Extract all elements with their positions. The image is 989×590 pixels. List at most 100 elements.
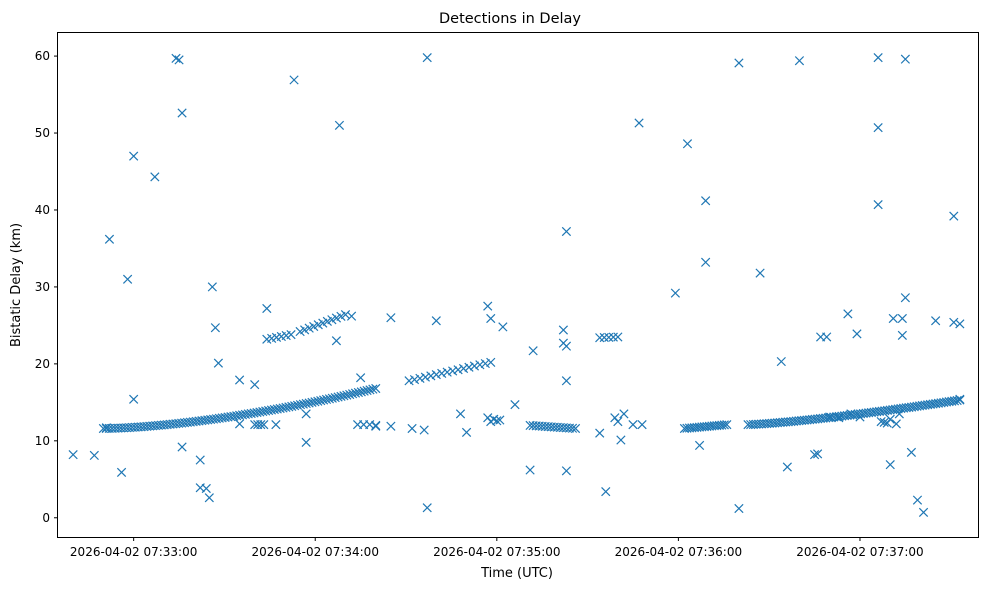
detection-point (104, 234, 115, 244)
y-tick-label: 10 (35, 434, 50, 448)
track-point (486, 357, 496, 367)
detection-point (455, 409, 466, 419)
detection-point (386, 313, 396, 323)
track-point (442, 367, 452, 377)
detection-point (628, 420, 638, 430)
detection-point (122, 274, 133, 284)
detection-point (177, 108, 187, 118)
track-point (475, 360, 485, 370)
track-point (321, 394, 332, 405)
detection-point (843, 309, 853, 319)
detection-point (694, 440, 705, 451)
detection-point (873, 199, 883, 210)
detection-point (331, 336, 342, 346)
track-point (292, 400, 303, 410)
detection-point (601, 486, 611, 497)
detection-point (101, 423, 112, 433)
detection-point (301, 409, 311, 419)
detection-point (834, 413, 844, 423)
track-point (336, 391, 346, 401)
y-tick-label: 20 (35, 357, 50, 371)
track-point (570, 423, 581, 434)
track-point (350, 388, 361, 398)
track-point (409, 374, 420, 385)
track-point (301, 398, 311, 409)
track-point (330, 392, 340, 403)
detection-point (616, 435, 626, 445)
detection-point (289, 75, 299, 85)
detection-point (879, 417, 889, 427)
detection-point (897, 330, 907, 341)
track-point (599, 332, 609, 343)
track-point (719, 420, 729, 430)
track-point (340, 310, 351, 320)
detection-point (528, 346, 538, 356)
detection-point (356, 373, 366, 383)
detection-point (846, 409, 856, 419)
detection-point (271, 420, 281, 430)
detection-point (558, 325, 569, 335)
detection-point (873, 52, 883, 63)
detection-point (301, 437, 311, 447)
detection-point (195, 455, 205, 465)
track-point (310, 397, 320, 407)
track-point (952, 395, 962, 406)
y-axis-label: Bistatic Delay (km) (9, 223, 24, 347)
detection-point (955, 319, 965, 329)
detection-point (419, 425, 429, 435)
detection-point (334, 120, 345, 130)
track-point (437, 368, 447, 379)
detection-point (262, 303, 272, 314)
detection-point (794, 56, 805, 66)
detection-point (701, 257, 711, 267)
detection-point (234, 375, 245, 385)
track-point (295, 400, 306, 410)
x-axis-ticks: 2026-04-02 07:33:00 2026-04-02 07:34:00 20… (70, 537, 924, 559)
track-point (567, 423, 578, 433)
detection-point (561, 226, 572, 237)
detection-point (809, 450, 820, 460)
detection-point (561, 466, 572, 476)
detection-point (885, 414, 895, 424)
detection-point (89, 450, 99, 461)
detection-point (492, 416, 502, 426)
track-point (722, 420, 732, 430)
detection-point (855, 412, 865, 422)
track-point (608, 332, 618, 342)
track-point (318, 395, 329, 405)
y-axis-ticks: 0 10 20 30 40 50 60 (35, 49, 58, 525)
detection-point (422, 52, 432, 63)
detection-point (207, 282, 217, 292)
detection-point (210, 323, 220, 333)
y-tick-label: 0 (42, 511, 50, 525)
track-point (287, 401, 297, 411)
detection-point (68, 450, 78, 460)
y-tick-label: 60 (35, 49, 50, 63)
detection-point (346, 311, 357, 321)
detection-point (171, 53, 181, 64)
track-point (359, 386, 369, 396)
detection-point (891, 419, 901, 429)
track-point (316, 396, 326, 406)
track-point (324, 394, 335, 404)
track-point (345, 389, 355, 400)
track-point (480, 358, 490, 369)
track-point (362, 385, 372, 396)
track-point (281, 402, 291, 413)
detection-point (116, 467, 127, 477)
track-point (464, 362, 474, 372)
detection-point (386, 421, 396, 431)
detection-point (894, 409, 904, 419)
track-point (327, 393, 337, 403)
x-tick-label: 2026-04-02 07:33:00 (70, 545, 197, 559)
detection-point (955, 394, 965, 404)
track-point (286, 330, 296, 340)
track-point (272, 404, 282, 414)
track-point (431, 370, 441, 380)
detection-point (525, 465, 535, 475)
track-point (415, 373, 425, 383)
detection-point (250, 380, 260, 390)
detection-point (931, 316, 941, 326)
track-point (426, 371, 436, 381)
detection-point (949, 211, 959, 221)
